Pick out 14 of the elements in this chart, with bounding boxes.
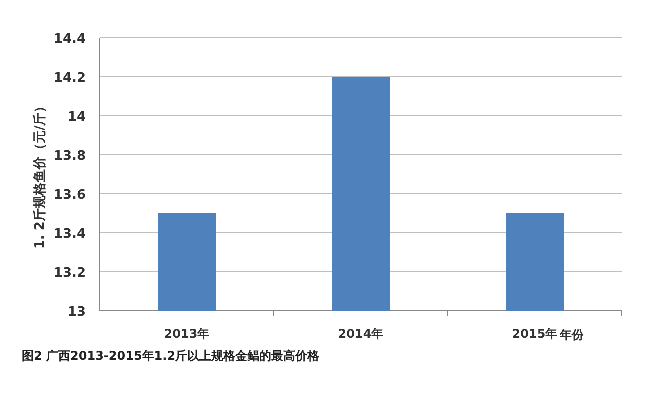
x-axis-title: 年份 [559, 328, 585, 342]
x-tick-label: 2014年 [338, 327, 384, 341]
y-tick-label: 13.2 [54, 266, 86, 281]
y-tick-label: 14.4 [54, 32, 86, 47]
y-tick-label: 13.4 [54, 227, 86, 242]
x-tick-label: 2013年 [164, 327, 210, 341]
caption: 图2 广西2013-2015年1.2斤以上规格金鲳的最高价格 [22, 349, 321, 363]
y-tick-label: 13.8 [54, 149, 86, 164]
y-tick-label: 13.6 [54, 188, 86, 203]
y-axis-title: 1. 2斤规格鱼价（元/斤） [32, 100, 48, 250]
y-tick-label: 14 [68, 110, 86, 125]
y-tick-label: 13 [68, 305, 86, 320]
x-tick-label: 2015年 [512, 327, 558, 341]
y-tick-label: 14.2 [54, 71, 86, 86]
